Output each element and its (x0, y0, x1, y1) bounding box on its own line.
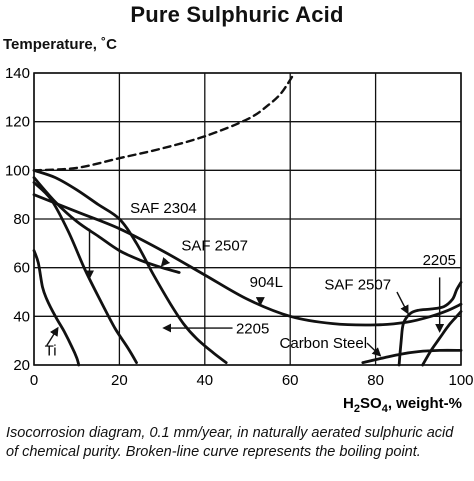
y-tick-label: 120 (5, 114, 30, 131)
series-line-saf-2304 (32, 168, 228, 364)
y-tick-label: 80 (13, 211, 30, 228)
series-line-2205 (32, 181, 138, 364)
annotation-arrow-ti (46, 326, 59, 346)
y-tick-label: 140 (5, 65, 30, 82)
series-line-2205-right (421, 310, 463, 367)
series-line-904l (32, 193, 463, 327)
annotation-label-carbon-steel: Carbon Steel (280, 335, 368, 352)
x-tick-label: 20 (111, 372, 128, 389)
x-tick-label: 80 (367, 372, 384, 389)
x-tick-label: 100 (448, 372, 473, 389)
series-line-ti (32, 249, 81, 367)
chart-title: Pure Sulphuric Acid (130, 2, 344, 27)
y-tick-label: 60 (13, 260, 30, 277)
annotation-label-ti: Ti (45, 342, 57, 359)
annotations: SAF 2304 SAF 2507 904L 2205 Ti Carbon Steel SA… (45, 200, 456, 359)
x-tick-label: 0 (30, 372, 38, 389)
series-line-saf-2507-right (397, 280, 463, 367)
annotation-label-saf2304: SAF 2304 (130, 200, 197, 217)
y-axis-label: Temperature, ˚C (3, 36, 117, 53)
annotation-label-904l: 904L (250, 274, 283, 291)
annotation-label-saf2507: SAF 2507 (181, 238, 248, 255)
x-tick-label: 60 (282, 372, 299, 389)
y-tick-label: 100 (5, 162, 30, 179)
annotation-label-2205: 2205 (236, 320, 269, 337)
series-line-carbon-steel (361, 348, 463, 364)
y-tick-label: 20 (13, 357, 30, 374)
x-tick-label: 40 (196, 372, 213, 389)
annotation-arrow-saf2507-right (396, 291, 409, 315)
annotation-arrow-saf2507 (160, 257, 171, 267)
plot-frame (33, 72, 462, 366)
annotation-label-2205-right: 2205 (423, 252, 456, 269)
annotation-label-saf2507-right: SAF 2507 (324, 277, 391, 294)
grid (33, 72, 462, 366)
figure-caption: Isocorrosion diagram, 0.1 mm/year, in na… (6, 425, 454, 460)
annotation-arrow-carbon-steel (366, 342, 382, 357)
y-tick-label: 40 (13, 308, 30, 325)
series (32, 71, 463, 367)
series-line-saf-2507 (32, 176, 181, 274)
x-axis-label: H2SO4, weight-% (343, 395, 462, 415)
series-line-boiling-point (32, 71, 296, 172)
